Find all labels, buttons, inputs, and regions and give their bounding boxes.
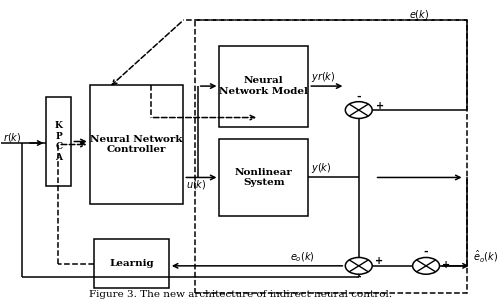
Text: -: - xyxy=(356,91,361,101)
Text: $r(k)$: $r(k)$ xyxy=(3,131,22,144)
Text: Learnig: Learnig xyxy=(110,259,154,268)
Text: -: - xyxy=(356,272,361,282)
Text: $e_o(k)$: $e_o(k)$ xyxy=(290,251,315,264)
Text: +: + xyxy=(375,256,383,266)
Text: $yr(k)$: $yr(k)$ xyxy=(310,70,335,84)
Bar xyxy=(46,97,72,186)
Bar xyxy=(220,46,308,126)
Bar xyxy=(94,239,169,288)
Circle shape xyxy=(412,257,440,274)
Text: K
P
C
A: K P C A xyxy=(55,121,63,162)
Text: $e(k)$: $e(k)$ xyxy=(409,8,430,21)
Bar xyxy=(90,85,184,204)
Text: $\hat{e}_o(k)$: $\hat{e}_o(k)$ xyxy=(472,248,498,264)
Bar xyxy=(196,20,467,293)
Text: Neural
Network Model: Neural Network Model xyxy=(220,76,308,96)
Text: $y(k)$: $y(k)$ xyxy=(310,161,331,175)
Text: Nonlinear
System: Nonlinear System xyxy=(235,168,293,187)
Text: -: - xyxy=(424,247,428,257)
Circle shape xyxy=(346,257,372,274)
Text: Figure 3. The new architecture of indirect neural control.: Figure 3. The new architecture of indire… xyxy=(90,290,393,299)
Text: +: + xyxy=(376,101,384,110)
Text: $u(k)$: $u(k)$ xyxy=(186,178,206,191)
Bar xyxy=(220,138,308,216)
Text: Neural Network
Controller: Neural Network Controller xyxy=(90,135,182,154)
Circle shape xyxy=(346,102,372,118)
Text: +: + xyxy=(442,260,450,270)
